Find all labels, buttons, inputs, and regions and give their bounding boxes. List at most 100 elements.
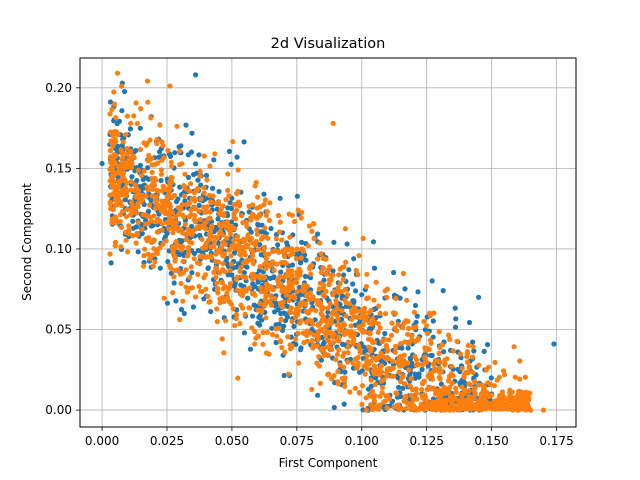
data-point (189, 130, 195, 136)
data-point (469, 401, 475, 408)
data-point (262, 261, 268, 267)
data-point (377, 310, 383, 316)
data-point (526, 397, 532, 403)
data-point (176, 211, 182, 217)
data-point (214, 206, 220, 212)
data-point (379, 390, 385, 396)
data-point (402, 339, 408, 345)
data-point (375, 329, 381, 335)
data-point (283, 260, 289, 266)
data-point (309, 263, 315, 269)
data-point (107, 111, 113, 117)
data-point (138, 106, 144, 112)
data-point (289, 262, 296, 268)
data-point (517, 394, 523, 400)
data-point (171, 280, 177, 286)
data-point (316, 286, 322, 292)
data-point (123, 132, 129, 138)
data-point (356, 390, 363, 396)
data-point (384, 373, 390, 379)
data-point (429, 278, 435, 284)
data-point (340, 364, 347, 370)
data-point (295, 207, 301, 213)
data-point (159, 139, 165, 145)
data-point (428, 340, 434, 346)
data-point (405, 345, 411, 351)
data-point (335, 285, 341, 291)
data-point (527, 390, 533, 396)
x-axis-title: First Component (279, 456, 378, 470)
data-point (441, 349, 447, 355)
data-point (438, 406, 444, 413)
data-point (195, 271, 201, 277)
data-point (231, 245, 238, 251)
data-point (370, 239, 377, 245)
data-point (382, 337, 388, 343)
data-point (154, 187, 160, 193)
data-point (152, 205, 159, 212)
data-point (193, 161, 199, 167)
data-point (437, 344, 443, 351)
data-point (364, 366, 370, 372)
data-point (289, 318, 295, 325)
data-point (228, 219, 234, 225)
data-point (158, 208, 164, 214)
data-point (234, 207, 240, 213)
data-point (255, 333, 261, 339)
data-point (129, 206, 135, 212)
data-point (484, 342, 491, 348)
data-point (225, 171, 231, 177)
data-point (368, 377, 374, 383)
data-point (231, 250, 238, 256)
data-point (320, 265, 326, 271)
data-point (298, 259, 304, 265)
data-point (350, 281, 356, 287)
data-point (278, 269, 284, 275)
data-point (115, 143, 121, 149)
data-point (332, 288, 338, 294)
data-point (323, 288, 329, 294)
data-point (334, 337, 340, 343)
data-point (452, 305, 458, 311)
data-point (336, 272, 342, 278)
data-point (362, 305, 368, 311)
data-point (306, 223, 313, 229)
data-point (361, 344, 367, 350)
data-point (377, 402, 383, 408)
data-point (196, 202, 202, 208)
data-point (258, 309, 265, 315)
data-point (214, 235, 220, 241)
data-point (268, 225, 274, 232)
data-point (430, 399, 436, 405)
data-point (149, 193, 155, 199)
data-point (149, 218, 155, 224)
data-point (189, 270, 195, 276)
data-point (423, 359, 430, 365)
data-point (135, 249, 141, 255)
data-point (384, 348, 390, 354)
data-point (262, 225, 268, 231)
x-tick-label: 0.050 (215, 434, 249, 448)
data-point (352, 385, 358, 391)
data-point (325, 309, 331, 315)
data-point (336, 289, 342, 296)
x-tick-label: 0.075 (280, 434, 314, 448)
data-point (282, 349, 288, 355)
data-point (118, 212, 124, 218)
data-point (236, 203, 243, 209)
x-axis-ticks: 0.000 0.025 0.050 0.075 0.100 0.125 0.150 0.175 (85, 427, 574, 448)
data-point (330, 120, 336, 126)
data-point (360, 321, 366, 328)
data-point (476, 294, 482, 300)
y-tick-label: 0.10 (45, 242, 72, 256)
data-point (154, 250, 160, 256)
data-point (182, 171, 188, 177)
data-point (227, 281, 233, 287)
data-point (467, 382, 473, 388)
data-point (164, 198, 170, 205)
data-point (340, 276, 346, 283)
data-point (289, 268, 295, 274)
data-point (144, 213, 150, 219)
data-point (175, 205, 181, 211)
data-point (158, 177, 164, 184)
